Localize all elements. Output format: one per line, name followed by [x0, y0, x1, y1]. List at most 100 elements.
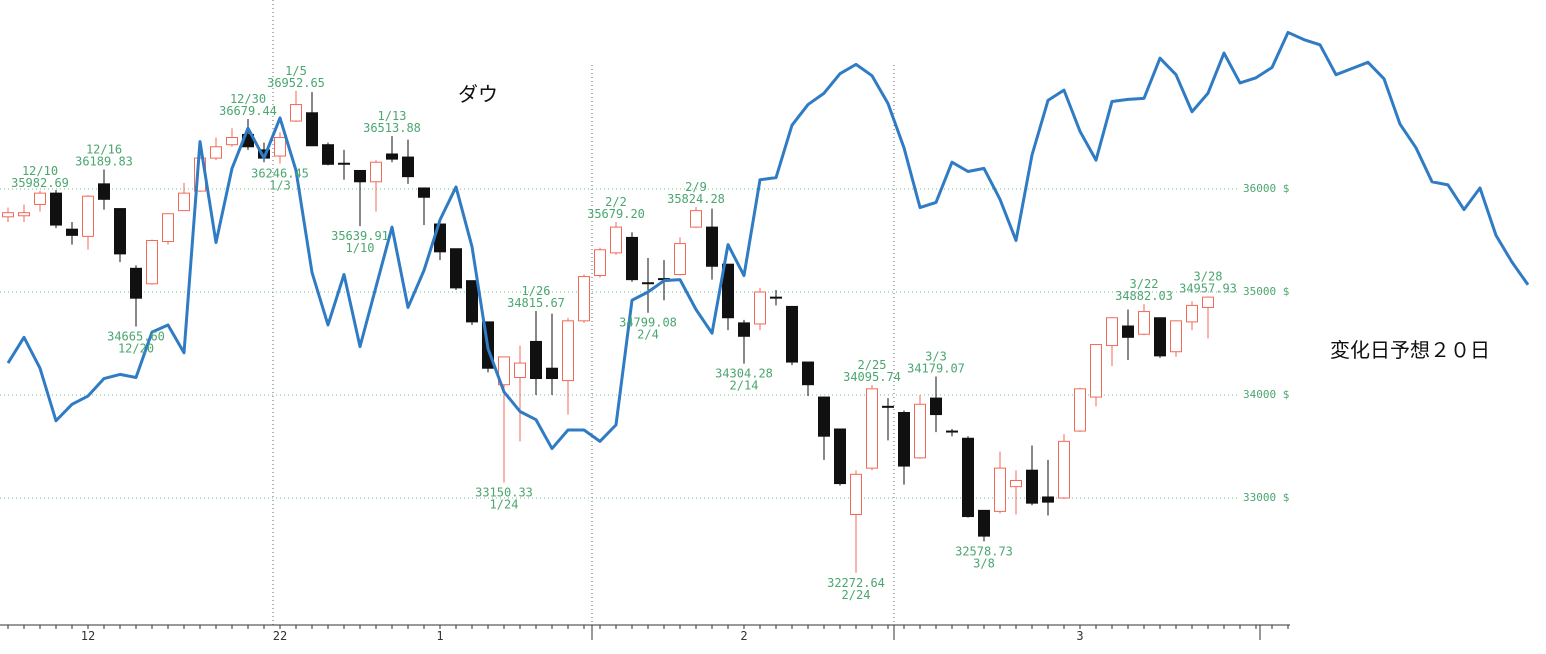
- candle-body: [82, 195, 94, 237]
- candle-body: [690, 210, 702, 228]
- annotation-value: 34665.60: [107, 329, 165, 343]
- candle-body: [546, 367, 558, 380]
- annotation-date: 12/10: [22, 164, 58, 178]
- annotation-date: 2/24: [842, 588, 871, 602]
- annotation-date: 12/20: [118, 341, 154, 355]
- y-tick-label: 33000 $: [1243, 491, 1289, 504]
- candle-body: [50, 192, 62, 226]
- candle-body: [1170, 320, 1182, 353]
- candle-body: [738, 322, 750, 337]
- series-label: ダウ: [458, 82, 498, 106]
- annotation-date: 2/4: [637, 328, 659, 342]
- annotation-date: 1/5: [285, 64, 307, 78]
- candle-body: [402, 156, 414, 178]
- annotation-date: 1/3: [269, 179, 291, 193]
- annotation-date: 3/28: [1194, 269, 1223, 283]
- candle-body: [1090, 344, 1102, 398]
- candle-body: [834, 428, 846, 485]
- candle-body: [706, 226, 718, 267]
- candle-body: [386, 153, 398, 160]
- y-tick-label: 34000 $: [1243, 388, 1289, 401]
- annotation-date: 2/2: [605, 195, 627, 209]
- annotation-value: 32272.64: [827, 576, 885, 590]
- candle-body: [2, 212, 14, 218]
- annotation-value: 36189.83: [75, 154, 133, 168]
- candle-body: [802, 361, 814, 386]
- annotation-value: 36246.45: [251, 167, 309, 181]
- candle-body: [994, 467, 1006, 512]
- candle-body: [1026, 469, 1038, 504]
- annotation-date: 3/22: [1130, 277, 1159, 291]
- candle-body: [1186, 304, 1198, 323]
- candle-body: [866, 388, 878, 469]
- candle-body: [226, 137, 238, 146]
- candle-body: [530, 340, 542, 380]
- annotation-value: 34882.03: [1115, 289, 1173, 303]
- note: 変化日予想２０日: [1330, 338, 1490, 362]
- annotation-date: 3/3: [925, 350, 947, 364]
- candle-body: [914, 403, 926, 459]
- annotation-value: 35824.28: [667, 192, 725, 206]
- candle-body: [146, 240, 158, 285]
- candle-body: [754, 291, 766, 325]
- annotation-value: 36952.65: [267, 76, 325, 90]
- candle-body: [818, 396, 830, 437]
- x-tick-label: 3: [1076, 629, 1083, 643]
- annotation-value: 34095.74: [843, 370, 901, 384]
- candle-body: [498, 356, 510, 386]
- annotation-date: 1/24: [490, 498, 519, 512]
- annotation-date: 12/16: [86, 142, 122, 156]
- candle-body: [930, 397, 942, 416]
- y-tick-label: 36000 $: [1243, 182, 1289, 195]
- candle-body: [354, 169, 366, 183]
- candle-body: [594, 249, 606, 277]
- annotation-value: 34815.67: [507, 296, 565, 310]
- annotation-date: 1/13: [378, 109, 407, 123]
- candle-body: [674, 243, 686, 275]
- candle-body: [1202, 296, 1214, 308]
- candle-body: [210, 146, 222, 159]
- candle-body: [962, 437, 974, 518]
- annotation-value: 36679.44: [219, 104, 277, 118]
- candle-body: [66, 228, 78, 236]
- candle-body: [882, 405, 894, 408]
- candle-body: [1074, 388, 1086, 432]
- candle-body: [642, 282, 654, 285]
- candle-body: [162, 213, 174, 243]
- y-tick-label: 35000 $: [1243, 285, 1289, 298]
- candle-body: [1106, 317, 1118, 347]
- annotation-value: 34799.08: [619, 316, 677, 330]
- candle-body: [1122, 325, 1134, 338]
- candle-body: [562, 320, 574, 382]
- x-tick-label: 2: [740, 629, 747, 643]
- annotation-date: 2/9: [685, 180, 707, 194]
- annotation-value: 35639.91: [331, 229, 389, 243]
- candle-body: [1138, 311, 1150, 335]
- annotation-date: 3/8: [973, 556, 995, 570]
- candle-body: [338, 162, 350, 165]
- candle-body: [1010, 479, 1022, 488]
- annotation-value: 34304.28: [715, 367, 773, 381]
- x-tick-label: 1: [436, 629, 443, 643]
- annotation-date: 1/26: [522, 284, 551, 298]
- candle-body: [114, 208, 126, 255]
- candle-body: [306, 112, 318, 147]
- annotation-value: 33150.33: [475, 486, 533, 500]
- candle-body: [1058, 440, 1070, 499]
- annotation-value: 35679.20: [587, 207, 645, 221]
- candle-body: [178, 192, 190, 212]
- annotation-date: 12/30: [230, 92, 266, 106]
- annotation-date: 2/14: [730, 379, 759, 393]
- candle-body: [946, 430, 958, 433]
- candle-body: [898, 412, 910, 467]
- annotation-value: 32578.73: [955, 544, 1013, 558]
- candle-body: [770, 296, 782, 299]
- candle-body: [786, 305, 798, 363]
- candle-body: [290, 104, 302, 122]
- candle-body: [978, 509, 990, 537]
- candle-body: [418, 187, 430, 198]
- candle-body: [514, 362, 526, 378]
- candle-body: [722, 263, 734, 319]
